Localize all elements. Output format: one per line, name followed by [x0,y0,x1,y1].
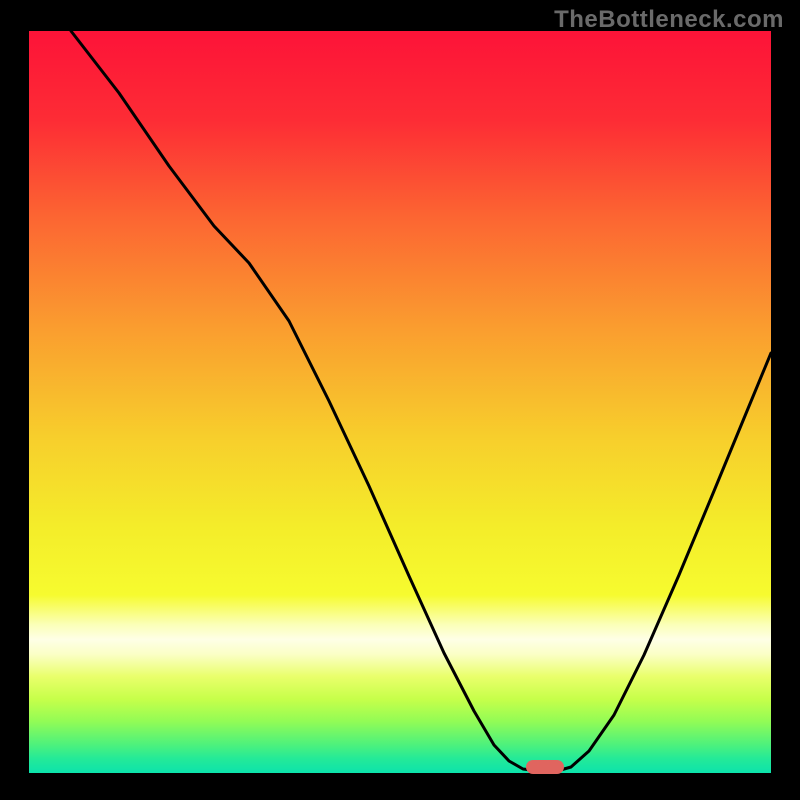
watermark-label: TheBottleneck.com [554,6,784,34]
bottleneck-curve [0,0,800,800]
chart-canvas: TheBottleneck.com [0,0,800,800]
optimal-marker [526,760,564,774]
curve-path [71,31,771,771]
